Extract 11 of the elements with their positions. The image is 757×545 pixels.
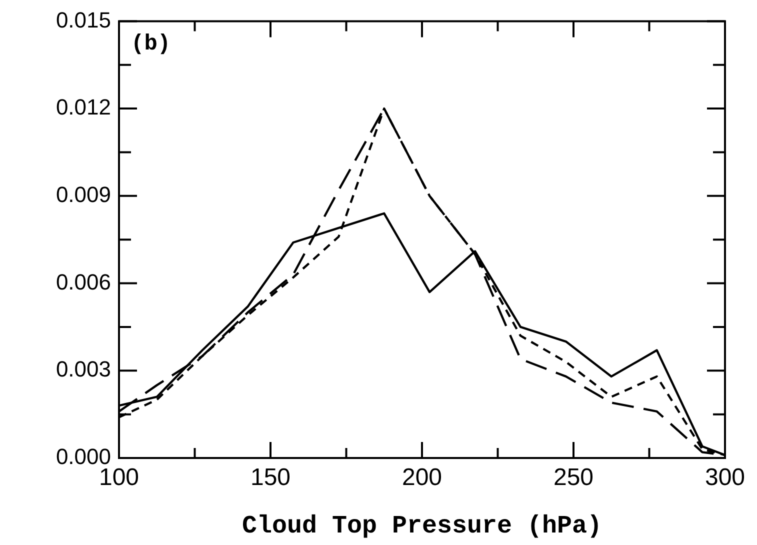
- x-tick-label: 150: [250, 464, 291, 492]
- annotation: (b): [131, 32, 171, 57]
- x-tick-label: 250: [553, 464, 594, 492]
- x-tick-label: 200: [402, 464, 442, 492]
- y-tick-label: 0.012: [56, 94, 111, 120]
- y-tick-label: 0.009: [56, 182, 111, 207]
- y-tick-label: 0.003: [56, 356, 111, 382]
- y-tick-label: 0.006: [56, 269, 111, 294]
- x-axis-title: Cloud Top Pressure (hPa): [242, 511, 602, 540]
- y-tick-label: 0.015: [56, 7, 111, 32]
- x-tick-label: 300: [704, 464, 746, 492]
